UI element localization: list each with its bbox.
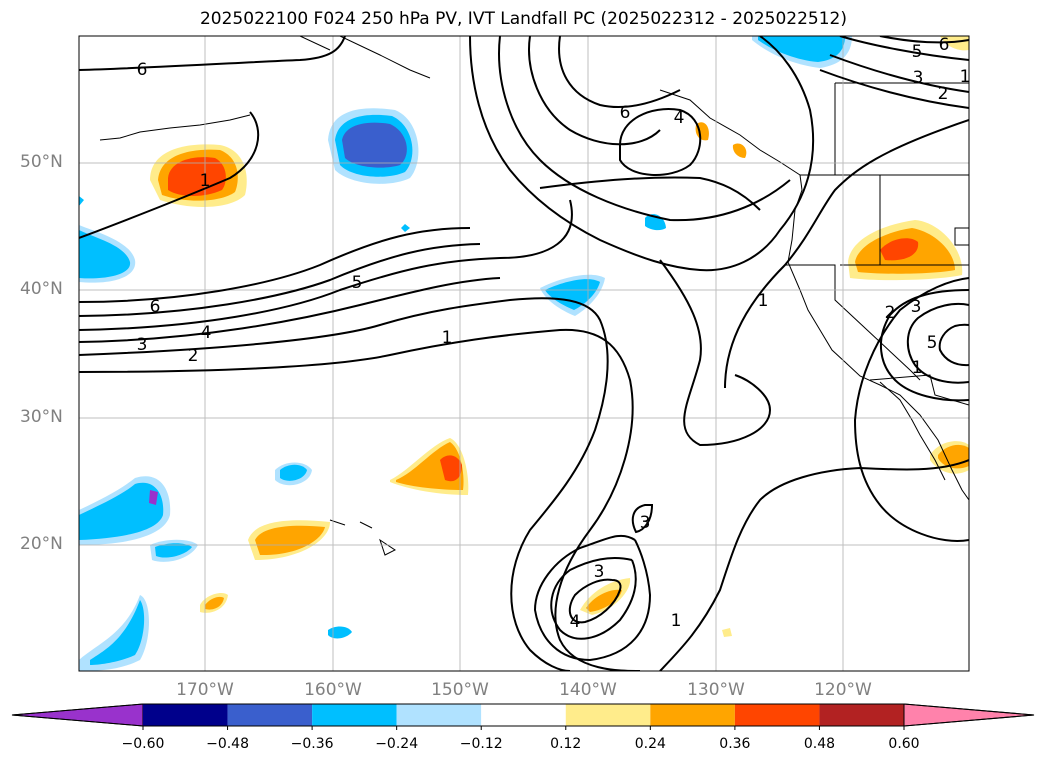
contour-label: 5 <box>912 42 923 62</box>
contour-label: 3 <box>911 297 922 317</box>
contour-label: 4 <box>570 612 581 632</box>
colorbar-segment <box>565 704 651 726</box>
lon-label-170w: 170°W <box>176 680 234 700</box>
colorbar-tick-label: −0.60 <box>121 736 165 752</box>
lon-label-120w: 120°W <box>814 680 872 700</box>
colorbar-segment <box>734 704 820 726</box>
colorbar-segment <box>650 704 735 726</box>
colorbar-tick-label: −0.48 <box>206 736 249 752</box>
colorbar-extend-max <box>903 703 1035 727</box>
map-title: 2025022100 F024 250 hPa PV, IVT Landfall… <box>199 9 847 29</box>
contour-label: 1 <box>912 358 923 378</box>
shaded-fields <box>79 36 969 671</box>
contour-label: 2 <box>938 84 949 104</box>
plot-frame <box>78 35 970 672</box>
lat-label-40: 40°N <box>20 279 63 299</box>
lon-label-150w: 150°W <box>431 680 489 700</box>
colorbar-tick-label: 0.24 <box>634 736 666 752</box>
colorbar-tick-label: −0.12 <box>459 736 503 752</box>
contour-label: 3 <box>137 335 148 355</box>
colorbar-tick-label: −0.36 <box>290 736 334 752</box>
colorbar-segment <box>396 704 482 726</box>
colorbar-tick-label: 0.12 <box>550 736 582 752</box>
contour-label: 1 <box>758 291 769 311</box>
colorbar-segment <box>143 704 228 726</box>
contour-label: 6 <box>620 103 631 123</box>
contour-label: 3 <box>594 562 605 582</box>
lon-label-130w: 130°W <box>687 680 745 700</box>
colorbar-segment <box>312 704 397 726</box>
contour-label: 1 <box>671 611 682 631</box>
colorbar-segment <box>227 704 313 726</box>
contour-label: 1 <box>200 171 211 191</box>
contour-label: 3 <box>640 513 651 533</box>
colorbar <box>11 703 1035 730</box>
contour-lines <box>79 36 969 671</box>
colorbar-segment <box>819 704 904 726</box>
contour-label: 4 <box>674 108 685 128</box>
contour-label: 5 <box>352 273 363 293</box>
contour-label: 6 <box>939 35 950 55</box>
contour-label: 6 <box>137 60 148 80</box>
colorbar-tick-label: 0.36 <box>719 736 751 752</box>
contour-label: 4 <box>201 323 212 343</box>
colorbar-extend-min <box>11 703 144 727</box>
colorbar-tick-label: 0.60 <box>888 736 920 752</box>
contour-label: 6 <box>150 297 161 317</box>
contour-label: 1 <box>960 67 971 87</box>
colorbar-tick-label: −0.24 <box>375 736 419 752</box>
lat-label-30: 30°N <box>20 407 63 427</box>
lat-label-50: 50°N <box>20 152 63 172</box>
contour-labels: 6 6 5 4 3 2 1 6 5 6 3 2 4 1 1 1 2 3 5 3 … <box>137 35 971 632</box>
north-america-coast <box>787 36 969 501</box>
contour-label: 3 <box>913 68 924 88</box>
lat-label-20: 20°N <box>20 534 63 554</box>
colorbar-segment <box>481 704 566 726</box>
contour-label: 1 <box>442 328 453 348</box>
colorbar-tick-label: 0.48 <box>803 736 836 752</box>
contour-label: 2 <box>885 303 896 323</box>
contour-label: 2 <box>188 346 199 366</box>
lon-label-140w: 140°W <box>559 680 617 700</box>
contour-label: 5 <box>927 333 938 353</box>
lon-label-160w: 160°W <box>304 680 362 700</box>
